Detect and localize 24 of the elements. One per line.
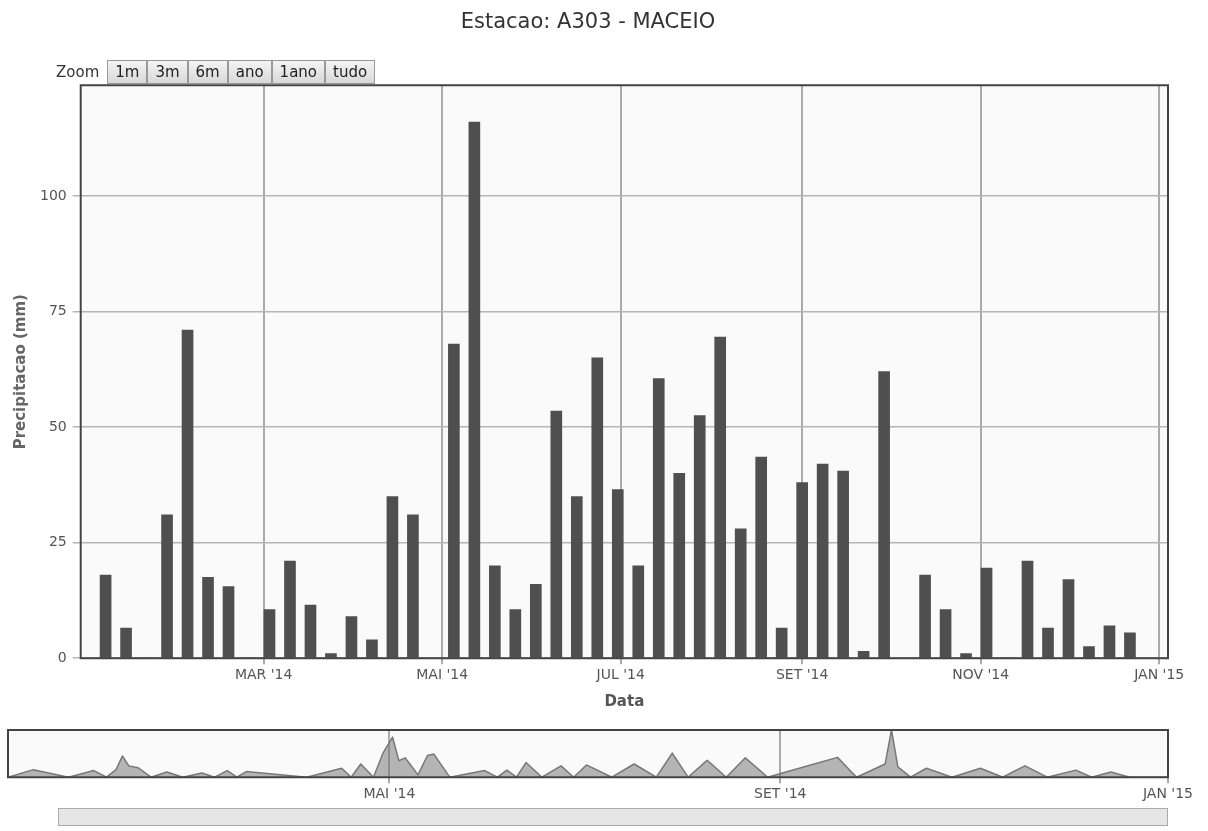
y-tick-label: 25 xyxy=(48,533,67,550)
text: tudo xyxy=(325,60,376,84)
x-tick-label: MAI '14 xyxy=(416,666,469,683)
x-tick-label: SET '14 xyxy=(754,785,807,802)
y-tick-label: 50 xyxy=(48,417,67,434)
text: ano xyxy=(227,60,272,84)
x-tick-label: JAN '15 xyxy=(1133,666,1185,683)
text: 1ano xyxy=(271,60,326,84)
x-tick-label: JAN '15 xyxy=(1141,785,1194,802)
text: Zoom xyxy=(56,63,100,81)
text: 6m xyxy=(187,60,228,84)
text: 3m xyxy=(147,60,188,84)
x-tick-label: MAR '14 xyxy=(234,666,293,683)
x-axis-title: Data xyxy=(604,691,645,710)
x-tick-label: NOV '14 xyxy=(952,666,1010,683)
text: 1m xyxy=(107,60,148,84)
x-tick-label: MAI '14 xyxy=(363,785,416,802)
x-tick-label: JUL '14 xyxy=(595,666,645,683)
y-tick-label: 75 xyxy=(48,302,67,319)
y-tick-label: 100 xyxy=(39,186,67,203)
y-tick-label: 0 xyxy=(57,648,67,665)
chart-title: Estacao: A303 - MACEIO xyxy=(460,9,716,34)
y-axis-title: Precipitacao (mm) xyxy=(10,294,29,450)
x-tick-label: SET '14 xyxy=(775,666,829,683)
